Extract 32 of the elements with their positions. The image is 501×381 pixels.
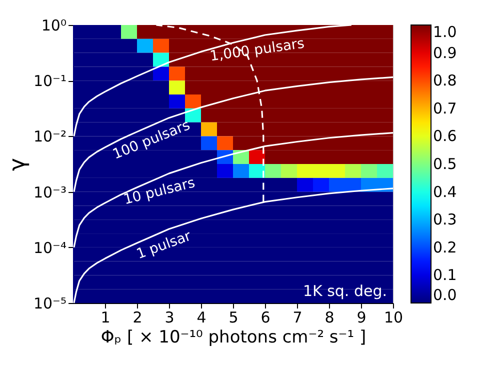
x-tick-label: 3 — [164, 308, 174, 326]
color-bar-label: 0.5 — [433, 155, 457, 173]
annotation: 10 pulsars — [122, 175, 197, 208]
color-bar-label: 0.1 — [433, 266, 457, 284]
annotation: 1K sq. deg. — [302, 282, 387, 300]
x-tick-label: 10 — [384, 308, 404, 326]
y-axis-title: γ — [5, 158, 30, 172]
y-tick-label: 10⁻⁵ — [33, 294, 66, 312]
y-tick-label: 10⁰ — [41, 16, 66, 34]
x-tick-label: 8 — [324, 308, 334, 326]
x-tick-label: 7 — [292, 308, 302, 326]
x-tick-label: 2 — [132, 308, 142, 326]
x-tick-label: 4 — [196, 308, 206, 326]
color-bar-label: 0.6 — [433, 127, 457, 146]
color-bar-label: 0.9 — [433, 44, 457, 62]
y-tick-label: 10⁻¹ — [33, 72, 66, 90]
color-bar-label: 0.8 — [433, 72, 457, 90]
x-tick-label: 9 — [356, 308, 366, 326]
y-tick-label: 10⁻³ — [33, 183, 66, 202]
color-bar-label: 1.0 — [433, 23, 457, 41]
color-bar-label: 0.4 — [433, 182, 457, 201]
color-bar-label: 0.7 — [433, 99, 457, 118]
x-tick-label: 6 — [260, 308, 270, 326]
x-axis-title: Φₚ [ × 10⁻¹⁰ photons cm⁻² s⁻¹ ] — [100, 328, 366, 348]
x-tick-label: 1 — [100, 308, 110, 326]
x-tick-label: 5 — [228, 308, 238, 326]
y-tick-label: 10⁻⁴ — [33, 238, 66, 257]
y-tick-label: 10⁻² — [33, 128, 66, 146]
color-bar-label: 0.3 — [433, 210, 457, 229]
color-bar-label: 0.0 — [433, 286, 457, 304]
annotation: 1,000 pulsars — [209, 36, 306, 65]
color-bar-label: 0.2 — [433, 238, 457, 256]
